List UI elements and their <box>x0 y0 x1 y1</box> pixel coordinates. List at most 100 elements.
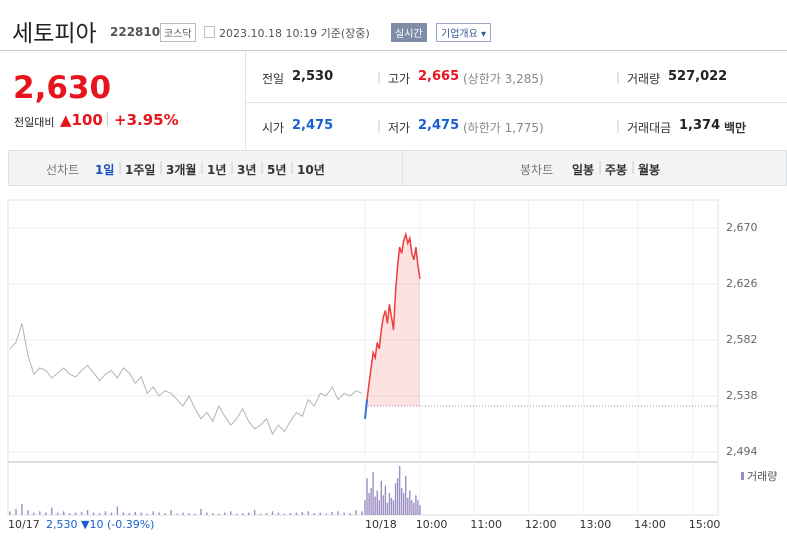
volume-bar <box>200 508 202 515</box>
separator: | <box>616 70 621 84</box>
stat-note: (하한가 1,775) <box>463 121 544 135</box>
volume-bar <box>415 495 417 515</box>
period-tab[interactable]: 1주일 <box>125 163 156 177</box>
volume-bar <box>62 511 65 515</box>
volume-bar <box>182 512 184 515</box>
stat-label: 시가 <box>262 121 285 135</box>
volume-legend-swatch <box>741 472 744 480</box>
volume-bar <box>370 488 372 515</box>
volume-bar <box>405 475 407 515</box>
time-label: 13:00 <box>580 518 612 531</box>
candle-tab[interactable]: 일봉 <box>572 163 595 177</box>
volume-bar <box>343 512 345 515</box>
volume-bar <box>176 513 178 515</box>
line-chart-label: 선차트 <box>46 163 80 177</box>
volume-bar <box>337 511 339 515</box>
volume-bar <box>116 506 119 515</box>
period-tab[interactable]: 1년 <box>207 163 227 177</box>
volume-bar <box>411 500 413 515</box>
volume-bar <box>9 511 11 515</box>
volume-bar <box>277 512 280 515</box>
change: ▲100 <box>60 111 103 129</box>
volume-bar <box>313 513 315 515</box>
period-tab[interactable]: 5년 <box>267 163 287 177</box>
volume-bar <box>378 500 380 515</box>
volume-bar <box>384 485 387 515</box>
volume-bar <box>224 512 226 515</box>
stat-value: 2,475 <box>292 118 334 133</box>
summary: 2,530 ▼10 (-0.39%) <box>46 518 154 531</box>
separator: | <box>260 160 265 174</box>
overview-button[interactable]: 기업개요 ▾ <box>436 23 492 42</box>
volume-bar <box>366 478 368 515</box>
separator: | <box>290 160 295 174</box>
volume-bar <box>140 512 142 515</box>
current-price: 2,630 <box>13 70 112 106</box>
divider <box>245 51 246 150</box>
change-percent: +3.95% <box>114 111 179 129</box>
volume-bar <box>400 488 403 515</box>
separator: | <box>105 111 110 127</box>
stat-label: 거래대금 <box>627 121 672 135</box>
volume-bar <box>86 510 89 515</box>
candle-tab[interactable]: 주봉 <box>605 163 628 177</box>
stat-value: 1,374 <box>679 118 721 133</box>
stat-label: 전일 <box>262 72 285 86</box>
stat-label: 저가 <box>388 121 411 135</box>
volume-bar <box>247 512 250 515</box>
volume-bar <box>212 513 214 515</box>
realtime-button[interactable]: 실시간 <box>391 23 427 42</box>
volume-bar <box>230 511 232 515</box>
volume-bar <box>394 483 397 515</box>
stat-value: 2,530 <box>292 69 334 84</box>
y-tick-label: 2,670 <box>726 221 758 234</box>
volume-bar <box>283 513 286 515</box>
change-label: 전일대비 <box>14 116 55 129</box>
separator: | <box>598 160 603 174</box>
period-tab[interactable]: 3개월 <box>166 163 197 177</box>
volume-bar <box>164 513 166 515</box>
volume-bar <box>218 513 220 515</box>
stat-note: (상한가 3,285) <box>463 72 544 86</box>
volume-bar <box>361 511 363 515</box>
volume-bar <box>170 510 172 515</box>
volume-bar <box>372 472 374 515</box>
line <box>364 231 421 419</box>
period-tab[interactable]: 1일 <box>95 163 115 177</box>
stat-label: 고가 <box>388 72 411 86</box>
date-label: 10/17 <box>8 518 40 531</box>
volume-bar <box>364 500 366 515</box>
volume-bar <box>398 466 401 515</box>
stock-code: 222810 <box>110 25 161 39</box>
period-tab[interactable]: 3년 <box>237 163 257 177</box>
volume-bar <box>380 480 382 515</box>
period-tab[interactable]: 10년 <box>297 163 325 177</box>
volume-bar <box>134 511 136 515</box>
separator: | <box>631 160 636 174</box>
volume-bar <box>295 512 298 515</box>
y-tick-label: 2,626 <box>726 277 758 290</box>
volume-bar <box>349 513 351 515</box>
stat-value: 527,022 <box>668 69 728 84</box>
volume-bar <box>152 511 154 515</box>
volume-bar <box>396 478 399 515</box>
volume-bar <box>110 512 113 515</box>
calendar-icon <box>204 26 215 38</box>
stat-label: 거래량 <box>627 72 661 86</box>
volume-bar <box>355 510 357 515</box>
tab-bar <box>8 150 787 186</box>
timestamp: 2023.10.18 10:19 기준(장중) <box>219 27 370 40</box>
separator: | <box>616 119 621 133</box>
candle-tab[interactable]: 월봉 <box>638 163 661 177</box>
volume-bar <box>241 513 244 515</box>
divider <box>246 102 787 103</box>
market-badge: 코스닥 <box>160 23 196 42</box>
divider <box>402 151 403 185</box>
divider <box>0 50 787 51</box>
stat-unit: 백만 <box>724 121 747 135</box>
volume-bar <box>388 492 391 515</box>
volume-bar <box>390 497 393 515</box>
volume-bar <box>15 508 17 515</box>
